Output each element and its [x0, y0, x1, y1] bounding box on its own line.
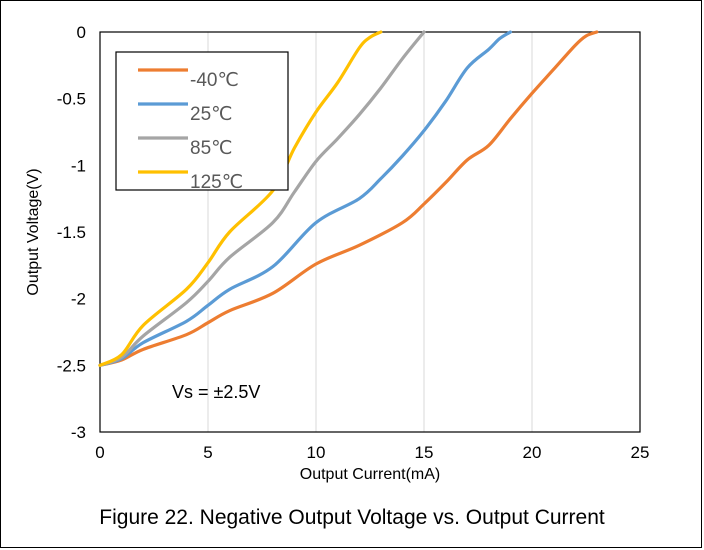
- grid: [207, 32, 533, 432]
- plot-area: [99, 31, 641, 433]
- legend-box: [115, 51, 289, 191]
- y-tick-label: -2: [71, 290, 86, 309]
- x-tick-label: 20: [523, 443, 542, 462]
- y-tick-label: -1.5: [57, 223, 86, 242]
- x-tick-label: 15: [415, 443, 434, 462]
- series-layer: [98, 30, 599, 367]
- y-tick-label: -1: [71, 156, 86, 175]
- x-tick-label: 5: [203, 443, 212, 462]
- vs-annotation: Vs = ±2.5V: [172, 382, 260, 402]
- y-tick-label: 0: [77, 23, 86, 42]
- x-tick-label: 10: [307, 443, 326, 462]
- legend-label: 125℃: [190, 172, 243, 193]
- y-tick-label: -3: [71, 423, 86, 442]
- y-tick-labels: 0 -0.5 -1 -1.5 -2 -2.5 -3: [57, 23, 86, 442]
- series-line-0: [98, 30, 599, 367]
- legend-label: 25℃: [190, 104, 232, 125]
- series-line-3: [98, 30, 383, 367]
- y-tick-label: -2.5: [57, 356, 86, 375]
- x-tick-label: 0: [95, 443, 104, 462]
- legend: -40℃ 25℃ 85℃ 125℃: [115, 51, 289, 193]
- figure-caption: Figure 22. Negative Output Voltage vs. O…: [99, 506, 605, 529]
- legend-label: -40℃: [190, 70, 239, 91]
- x-tick-label: 25: [631, 443, 650, 462]
- y-axis-title: Output Voltage(V): [25, 168, 42, 295]
- x-tick-labels: 0 5 10 15 20 25: [95, 443, 649, 462]
- chart: 0 5 10 15 20 25 0 -0.5 -1 -1.5 -2 -2.5 -3 Output Cu…: [25, 23, 649, 483]
- x-axis-title: Output Current(mA): [300, 466, 440, 483]
- y-tick-label: -0.5: [57, 90, 86, 109]
- series-line-2: [98, 30, 426, 367]
- series-line-1: [98, 30, 512, 367]
- legend-label: 85℃: [190, 138, 232, 159]
